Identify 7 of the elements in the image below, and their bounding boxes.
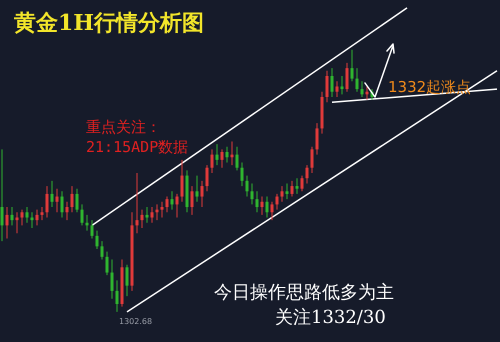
candlestick <box>136 172 138 234</box>
annotation: 21:15ADP数据 <box>86 138 188 157</box>
annotation: 重点关注： <box>86 118 161 137</box>
chart-title: 黄金1H行情分析图 <box>14 9 204 38</box>
text: 1302.68 <box>119 317 152 326</box>
annotation: 关注1332/30 <box>275 306 386 329</box>
annotation: 今日操作思路低多为主 <box>214 281 394 304</box>
